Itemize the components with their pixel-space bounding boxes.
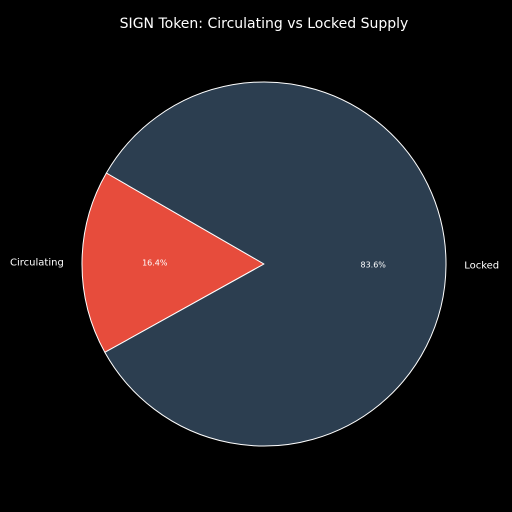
pie-slices [81, 81, 447, 447]
category-labels: Circulating Locked [10, 257, 499, 271]
pie-slice-circulating [81, 172, 265, 353]
percent-labels: 16.4% 83.6% [142, 259, 386, 270]
percent-label-locked: 83.6% [360, 260, 386, 269]
pie-slice-locked [104, 81, 447, 447]
percent-label-circulating: 16.4% [142, 259, 168, 268]
chart-title: SIGN Token: Circulating vs Locked Supply [120, 16, 409, 32]
category-label-circulating: Circulating [10, 257, 64, 268]
category-label-locked: Locked [464, 261, 499, 272]
